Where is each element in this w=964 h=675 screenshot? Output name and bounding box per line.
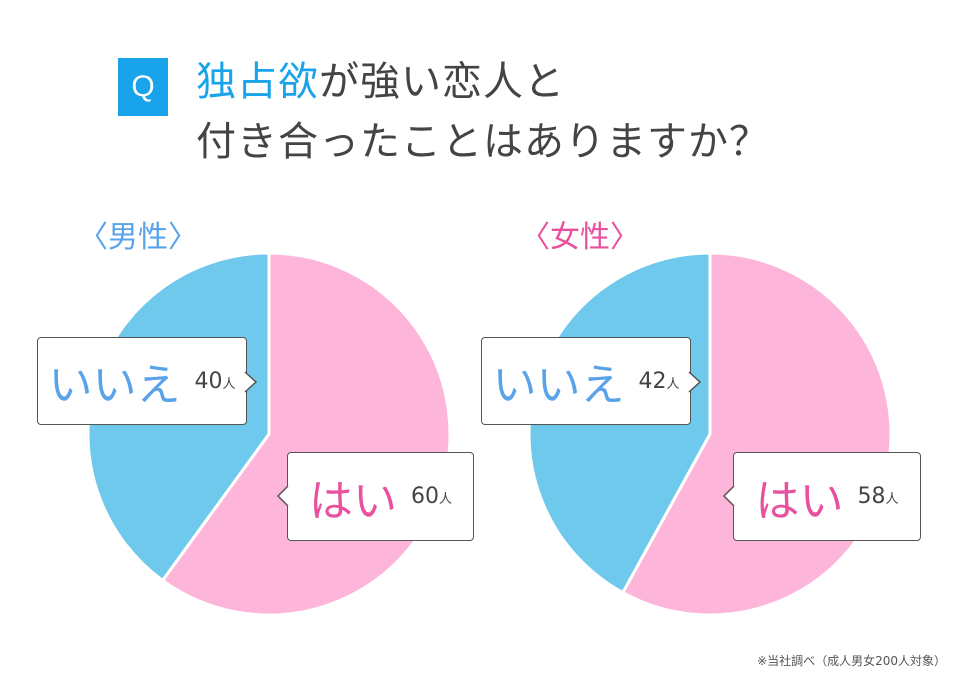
female-yes-label: はい 58人 (733, 452, 921, 541)
footnote: ※当社調べ（成人男女200人対象） (757, 654, 946, 668)
title-line1: が強い恋人と (319, 59, 565, 105)
yes-value: 60人 (410, 484, 452, 509)
no-value: 42人 (638, 368, 680, 394)
female-chart-title: 〈女性〉 (520, 220, 640, 255)
yes-value: 58人 (857, 484, 899, 509)
yes-label: はい (308, 475, 397, 527)
callout-pointer-1 (276, 485, 289, 507)
title-line2: 付き合ったことはありますか？ (196, 119, 770, 165)
male-no-label: いいえ 40人 (37, 337, 247, 425)
callout-pointer-0 (244, 371, 258, 393)
title-accent: 独占欲 (196, 59, 319, 105)
no-label: いいえ (48, 360, 181, 411)
callout-pointer-3 (722, 485, 735, 507)
no-value: 40人 (194, 368, 236, 394)
male-yes-label: はい 60人 (287, 452, 474, 541)
male-chart-title: 〈男性〉 (78, 220, 198, 255)
callout-pointer-2 (688, 371, 702, 393)
no-label: いいえ (492, 360, 625, 411)
yes-label: はい (755, 475, 844, 527)
page-title: 独占欲が強い恋人と 付き合ったことはありますか？ (196, 52, 770, 172)
q-badge: Q (118, 58, 168, 116)
female-no-label: いいえ 42人 (481, 337, 691, 425)
